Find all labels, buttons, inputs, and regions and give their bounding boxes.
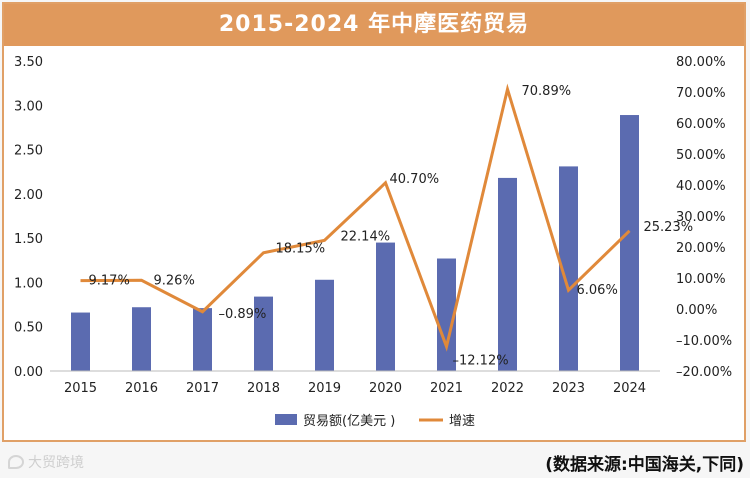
growth-data-label: 40.70% [390,172,440,187]
bar-trade-value [71,312,90,371]
right-axis-tick-label: 0.00% [676,303,717,318]
x-axis-tick-label: 2023 [552,381,585,396]
right-axis-tick-label: 70.00% [676,86,726,101]
bar-trade-value [132,307,151,371]
x-axis-tick-label: 2015 [64,381,97,396]
x-axis-tick-label: 2018 [247,381,280,396]
watermark: 大贸跨境 [8,452,84,472]
right-axis-tick-label: –10.00% [676,334,732,349]
x-axis-tick-label: 2020 [369,381,402,396]
growth-data-label: 22.14% [341,229,391,244]
bar-trade-value [376,242,395,371]
left-axis-tick-label: 0.00 [14,365,43,380]
right-axis-tick-label: –20.00% [676,365,732,380]
growth-data-label: –0.89% [219,307,267,322]
left-axis-tick-label: 1.00 [14,276,43,291]
growth-data-label: –12.12% [453,354,509,369]
x-axis-tick-label: 2017 [186,381,219,396]
left-axis-tick-label: 3.50 [14,55,43,70]
legend-bar-label: 贸易额(亿美元 ) [303,414,395,429]
bar-trade-value [193,308,212,371]
left-axis-tick-label: 1.50 [14,232,43,247]
watermark-text: 大贸跨境 [28,455,84,471]
bar-trade-value [498,177,517,371]
growth-data-label: 70.89% [522,84,572,99]
left-axis-tick-label: 3.00 [14,99,43,114]
left-axis-tick-label: 0.50 [14,321,43,336]
legend-line-label: 增速 [449,414,475,429]
legend-bar-swatch [275,414,297,425]
right-axis-tick-label: 30.00% [676,210,726,225]
bar-trade-value [620,115,639,372]
x-axis-tick-label: 2024 [613,381,646,396]
bar-trade-value [254,296,273,371]
x-axis-tick-label: 2021 [430,381,463,396]
left-axis-tick-label: 2.50 [14,144,43,159]
growth-data-label: 9.17% [89,274,130,289]
growth-rate-line [80,83,631,352]
chart-title: 2015-2024 年中摩医药贸易 [4,4,744,46]
right-axis-tick-label: 80.00% [676,55,726,70]
source-note: (数据来源:中国海关,下同) [545,455,744,475]
x-axis-tick-label: 2019 [308,381,341,396]
growth-data-label: 9.26% [154,273,195,288]
growth-data-label: 18.15% [276,242,326,257]
right-axis-tick-label: 10.00% [676,272,726,287]
right-axis-tick-label: 50.00% [676,148,726,163]
watermark-logo-icon [8,455,24,469]
x-axis-tick-label: 2022 [491,381,524,396]
x-axis-tick-label: 2016 [125,381,158,396]
bar-trade-value [559,166,578,371]
bar-trade-value [437,258,456,371]
right-axis-tick-label: 40.00% [676,179,726,194]
right-axis-tick-label: 20.00% [676,241,726,256]
growth-data-label: 25.23% [644,220,694,235]
growth-data-label: 6.06% [577,283,618,298]
bar-trade-value [315,279,334,371]
left-axis-tick-label: 2.00 [14,188,43,203]
right-axis-tick-label: 60.00% [676,117,726,132]
